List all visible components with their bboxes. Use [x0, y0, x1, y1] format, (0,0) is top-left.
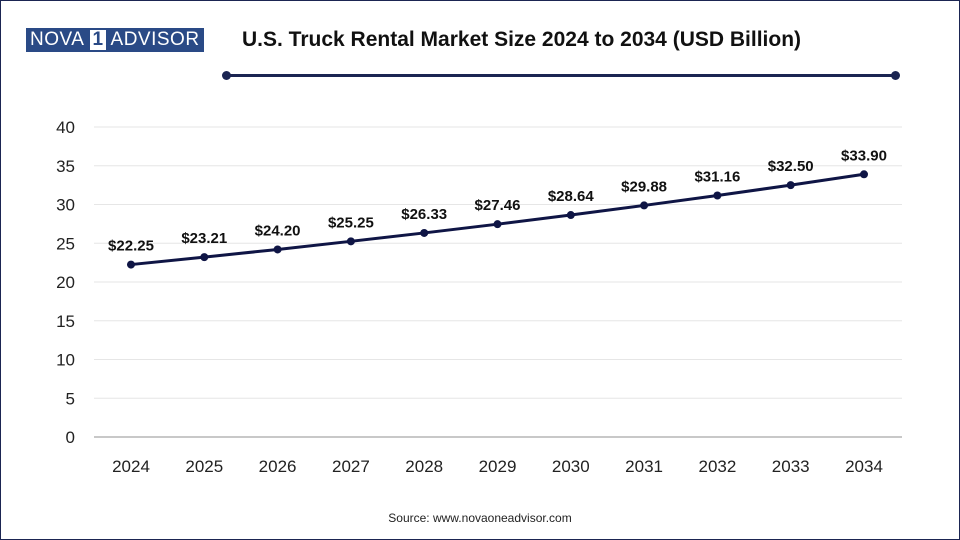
data-label: $27.46 [475, 197, 521, 214]
logo-text-right: ADVISOR [107, 28, 204, 52]
data-point [420, 228, 429, 237]
y-tick-label: 5 [66, 389, 75, 408]
x-tick-label: 2025 [185, 457, 223, 476]
y-tick-label: 25 [56, 234, 75, 253]
x-axis: 2024 2025 2026 2027 2028 2029 2030 2031 2032 2033… [94, 436, 902, 476]
data-point [640, 201, 649, 210]
data-label: $29.88 [621, 178, 667, 195]
x-tick-label: 2027 [332, 457, 370, 476]
data-label: $32.50 [768, 158, 814, 175]
x-tick-label: 2029 [479, 457, 517, 476]
data-point [273, 245, 282, 254]
series-line [130, 172, 865, 267]
x-tick-label: 2033 [772, 457, 810, 476]
data-label: $23.21 [181, 230, 227, 247]
data-label: $28.64 [548, 188, 595, 205]
y-tick-label: 15 [56, 312, 75, 331]
y-tick-label: 30 [56, 196, 75, 215]
x-tick-label: 2031 [625, 457, 663, 476]
x-tick-label: 2032 [698, 457, 736, 476]
data-labels: $22.25 $23.21 $24.20 $25.25 $26.33 $27.46 $28.… [108, 147, 887, 254]
data-point [127, 260, 135, 269]
data-label: $24.20 [255, 222, 301, 239]
grid-lines [94, 126, 902, 399]
data-label: $26.33 [401, 206, 447, 223]
data-point [786, 181, 795, 190]
y-tick-label: 40 [56, 118, 75, 137]
data-point [346, 237, 355, 246]
y-tick-label: 20 [56, 273, 75, 292]
x-tick-label: 2024 [112, 457, 150, 476]
x-tick-label: 2030 [552, 457, 590, 476]
data-point [860, 170, 868, 179]
data-label: $25.25 [328, 214, 374, 231]
chart-title: U.S. Truck Rental Market Size 2024 to 20… [242, 28, 802, 51]
underline-left-dot [222, 71, 231, 80]
underline-right-dot [891, 71, 900, 80]
x-tick-label: 2028 [405, 457, 443, 476]
data-label: $33.90 [841, 147, 887, 164]
data-points [127, 170, 868, 269]
x-tick-label: 2034 [845, 457, 883, 476]
data-point [493, 220, 502, 229]
x-tick-label: 2026 [259, 457, 297, 476]
data-point [200, 253, 209, 262]
y-tick-label: 10 [56, 351, 75, 370]
data-label: $22.25 [108, 238, 154, 255]
title-underline [227, 74, 896, 77]
y-tick-label: 35 [56, 157, 75, 176]
y-tick-label: 0 [66, 428, 75, 447]
source-note: Source: www.novaoneadvisor.com [388, 511, 572, 525]
logo-text-left: NOVA [26, 28, 89, 52]
brand-logo: NOVA 1 ADVISOR [26, 28, 204, 52]
y-axis: 0 5 10 15 20 25 30 35 40 [56, 118, 75, 447]
logo-mark: 1 [88, 28, 108, 52]
series-line-group [130, 172, 865, 267]
data-point [713, 191, 722, 200]
data-point [566, 211, 575, 220]
data-label: $31.16 [694, 169, 740, 186]
